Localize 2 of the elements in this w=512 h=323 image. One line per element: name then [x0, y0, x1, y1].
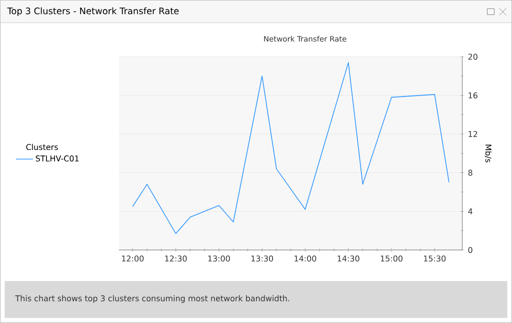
chart-title: Top 3 Clusters - Network Transfer Rate	[7, 7, 179, 16]
line-series	[132, 62, 450, 234]
